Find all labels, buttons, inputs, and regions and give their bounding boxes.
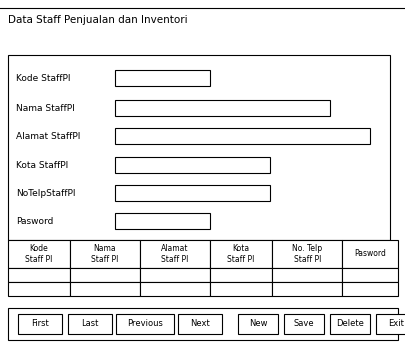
Bar	[237, 314, 277, 334]
Bar	[8, 55, 389, 240]
Bar	[140, 240, 210, 268]
Text: First: First	[31, 320, 49, 329]
Text: Nama
Staff PI: Nama Staff PI	[91, 244, 118, 264]
Bar	[115, 100, 329, 116]
Bar	[70, 282, 140, 296]
Text: Next: Next	[190, 320, 209, 329]
Bar	[177, 314, 222, 334]
Text: Nama StaffPI: Nama StaffPI	[16, 103, 75, 112]
Text: Kota StaffPI: Kota StaffPI	[16, 161, 68, 169]
Bar	[18, 314, 62, 334]
Text: Kode
Staff PI: Kode Staff PI	[25, 244, 53, 264]
Bar	[271, 240, 341, 268]
Text: Kode StaffPI: Kode StaffPI	[16, 74, 70, 83]
Text: Delete: Delete	[335, 320, 363, 329]
Text: NoTelpStaffPI: NoTelpStaffPI	[16, 188, 75, 197]
Bar	[8, 268, 70, 282]
Bar	[115, 213, 209, 229]
Bar	[210, 240, 271, 268]
Text: Exit: Exit	[387, 320, 403, 329]
Bar	[8, 240, 70, 268]
Text: Last: Last	[81, 320, 98, 329]
Text: Pasword: Pasword	[353, 249, 385, 259]
Text: Kota
Staff PI: Kota Staff PI	[227, 244, 254, 264]
Bar	[70, 268, 140, 282]
Bar	[115, 157, 269, 173]
Bar	[210, 282, 271, 296]
Bar	[115, 128, 369, 144]
Bar	[8, 308, 397, 340]
Text: Previous: Previous	[127, 320, 162, 329]
Bar	[341, 282, 397, 296]
Text: No. Telp
Staff PI: No. Telp Staff PI	[292, 244, 322, 264]
Bar	[140, 268, 210, 282]
Bar	[341, 268, 397, 282]
Bar	[140, 282, 210, 296]
Text: Alamat
Staff PI: Alamat Staff PI	[161, 244, 188, 264]
Bar	[341, 240, 397, 268]
Text: Save: Save	[293, 320, 313, 329]
Bar	[115, 70, 209, 86]
Text: New: New	[248, 320, 266, 329]
Bar	[8, 282, 70, 296]
Bar	[271, 282, 341, 296]
Bar	[329, 314, 369, 334]
Text: Pasword: Pasword	[16, 217, 53, 226]
Bar	[116, 314, 174, 334]
Bar	[375, 314, 405, 334]
Bar	[68, 314, 112, 334]
Bar	[70, 240, 140, 268]
Bar	[210, 268, 271, 282]
Bar	[271, 268, 341, 282]
Text: Data Staff Penjualan dan Inventori: Data Staff Penjualan dan Inventori	[8, 15, 187, 25]
Bar	[115, 185, 269, 201]
Text: Alamat StaffPI: Alamat StaffPI	[16, 132, 80, 141]
Bar	[284, 314, 323, 334]
